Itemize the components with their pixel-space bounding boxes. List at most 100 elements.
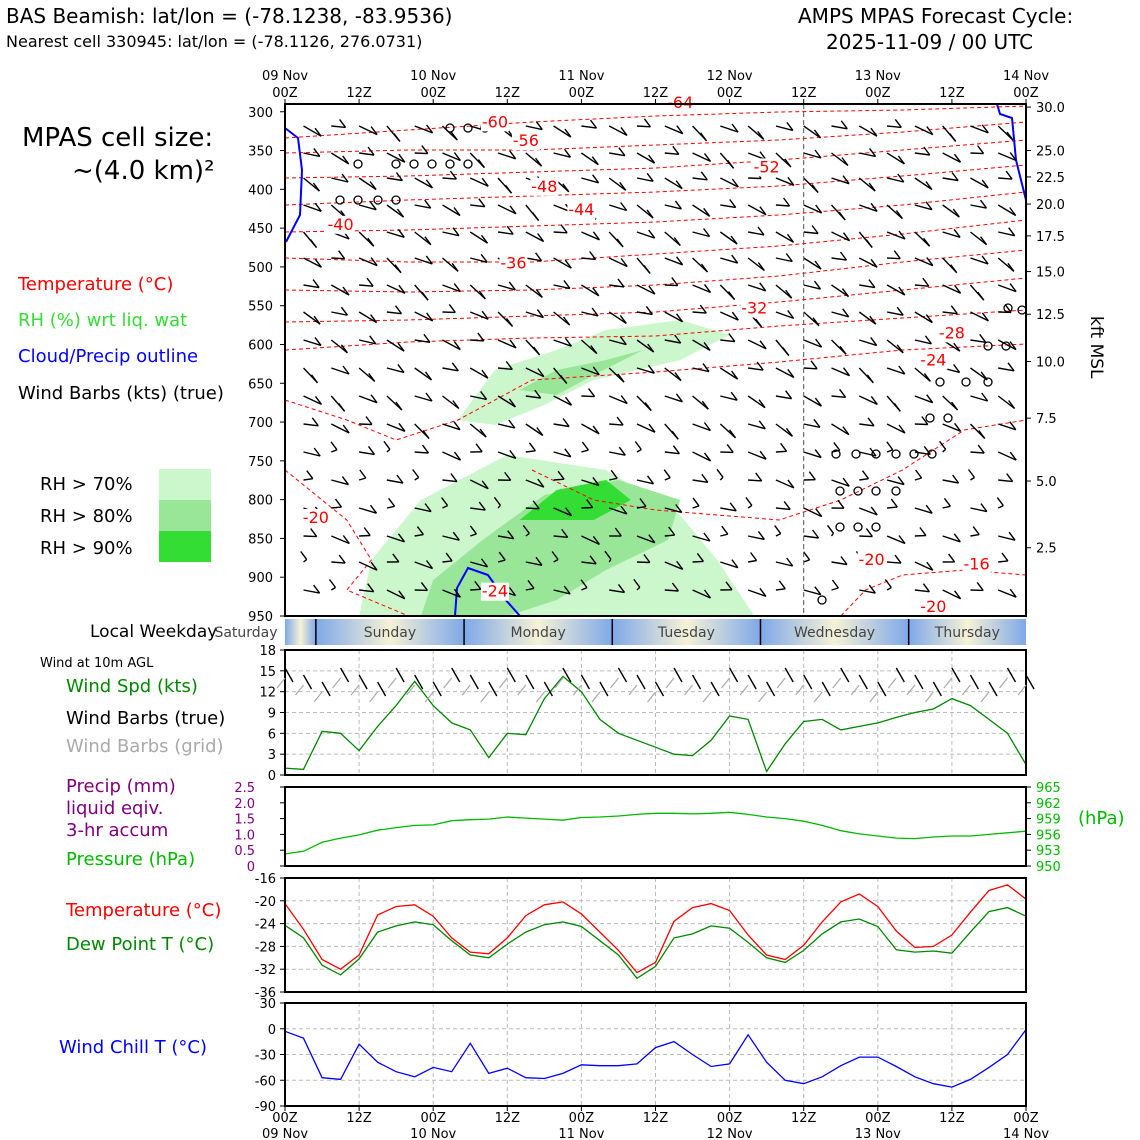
wind-barb (997, 152, 1017, 162)
wind-barb-flag (1009, 451, 1017, 461)
surface-wind-barb (747, 674, 757, 690)
wind-barb-flag (453, 207, 461, 216)
grid-wind-barb (647, 691, 656, 703)
temperature-label-bg (326, 215, 355, 234)
wind-barb-flag (423, 333, 431, 343)
wind-barb-flag (951, 401, 959, 411)
wind-barb (608, 507, 628, 515)
wind-barb (859, 284, 876, 289)
wind-barb-flag (839, 251, 848, 261)
wind-barb (831, 231, 850, 242)
precip-label-3: 3-hr accum (66, 820, 169, 841)
wind-barb (469, 311, 489, 320)
wind-barb (914, 177, 933, 191)
wind-barb-flag (950, 264, 958, 274)
calm-wind-circle (463, 159, 473, 169)
wind-barb (831, 311, 849, 318)
wind-barb (414, 311, 433, 322)
wind-barb (831, 561, 848, 566)
calm-wind-circle (817, 595, 827, 605)
wind-barb-flag (810, 360, 818, 370)
wind-barb-flag (1009, 283, 1017, 293)
wind-barb (830, 532, 835, 537)
wind-barb-flag (780, 442, 788, 452)
wind-barb-flag (536, 427, 544, 436)
bottom-time-tick-label: 12Z (791, 1111, 817, 1126)
wind-barb-flag (784, 158, 792, 168)
weekday-name: Tuesday (657, 625, 715, 641)
wind-barb (720, 311, 739, 321)
wind-barb-flag (815, 204, 823, 214)
wind-barb (497, 339, 517, 349)
wind-barb-flag (787, 309, 795, 319)
wind-barb (747, 504, 753, 509)
wind-barb-flag (782, 347, 790, 357)
wind-barb-flag (648, 229, 656, 239)
wind-barb (497, 367, 513, 371)
wind-barb-flag (370, 561, 378, 571)
wind-barb (553, 558, 559, 563)
wind-barb-flag (840, 556, 848, 565)
wind-barb (831, 587, 839, 591)
wind-panel-series-line (284, 675, 1027, 773)
temperature-contour (284, 309, 1027, 351)
time-tick-label: 00Z (717, 86, 743, 101)
wind-barb-flag (731, 559, 739, 569)
wind-barb-flag (591, 156, 599, 166)
wind-barb (581, 561, 597, 565)
bottom-time-tick-label: 12Z (643, 1111, 669, 1126)
grid-wind-barb (332, 677, 342, 689)
wind-barb (886, 231, 906, 240)
wind-barb-flag (923, 237, 931, 247)
wind-barb-flag (1006, 131, 1014, 141)
wind-barb-flag (954, 422, 962, 432)
wind-barb (719, 367, 738, 380)
wind-barb-flag (674, 200, 682, 210)
temperature-label-bg (567, 201, 596, 220)
pressure-series-line (284, 811, 1027, 855)
chill-panel-tick-label: 30 (259, 997, 276, 1012)
wind-barb-flag (616, 416, 624, 426)
wind-barb (636, 586, 641, 591)
wind-barb (858, 125, 878, 137)
grid-wind-barb (535, 691, 545, 703)
wind-barb-flag (919, 527, 927, 536)
wind-barb (303, 284, 320, 289)
wind-barb-flag (592, 535, 600, 545)
wind-barb (359, 152, 375, 156)
wind-barb (331, 177, 349, 183)
wind-barb-flag (619, 181, 627, 191)
wind-barb (997, 451, 1017, 461)
wind-barb (581, 587, 588, 591)
wind-barb-flag (952, 208, 960, 218)
wind-barb (358, 257, 378, 267)
wind-barb-flag (1007, 262, 1015, 272)
wind-barb-flag (814, 397, 822, 407)
wind-barb (914, 507, 933, 514)
calm-wind-circle (927, 449, 937, 459)
wind-barb (803, 451, 822, 459)
date-label: 09 Nov (262, 69, 308, 84)
wind-barb (414, 533, 424, 537)
wind-barb-flag (921, 416, 929, 425)
wind-barb (553, 152, 571, 158)
wind-barb-flag (967, 469, 976, 478)
grid-wind-barb (999, 677, 1008, 689)
wind-barb (581, 284, 600, 297)
temperature-label: -40 (328, 215, 354, 234)
wind-barb (720, 204, 736, 209)
wind-barb-flag (367, 583, 375, 593)
wind-barb-flag (729, 198, 737, 208)
wind-barb-flag (633, 578, 641, 588)
surface-wind-barb (673, 667, 683, 683)
temperature-contour (284, 164, 1027, 206)
wind-barb (414, 125, 433, 134)
wind-barb (886, 311, 904, 316)
wind-barb-flag (592, 174, 600, 184)
wind-barb (970, 476, 975, 481)
wind-barb (470, 561, 488, 568)
temperature-label: -20 (920, 597, 946, 616)
calm-wind-circle (463, 123, 473, 133)
wind-barb (497, 504, 501, 509)
